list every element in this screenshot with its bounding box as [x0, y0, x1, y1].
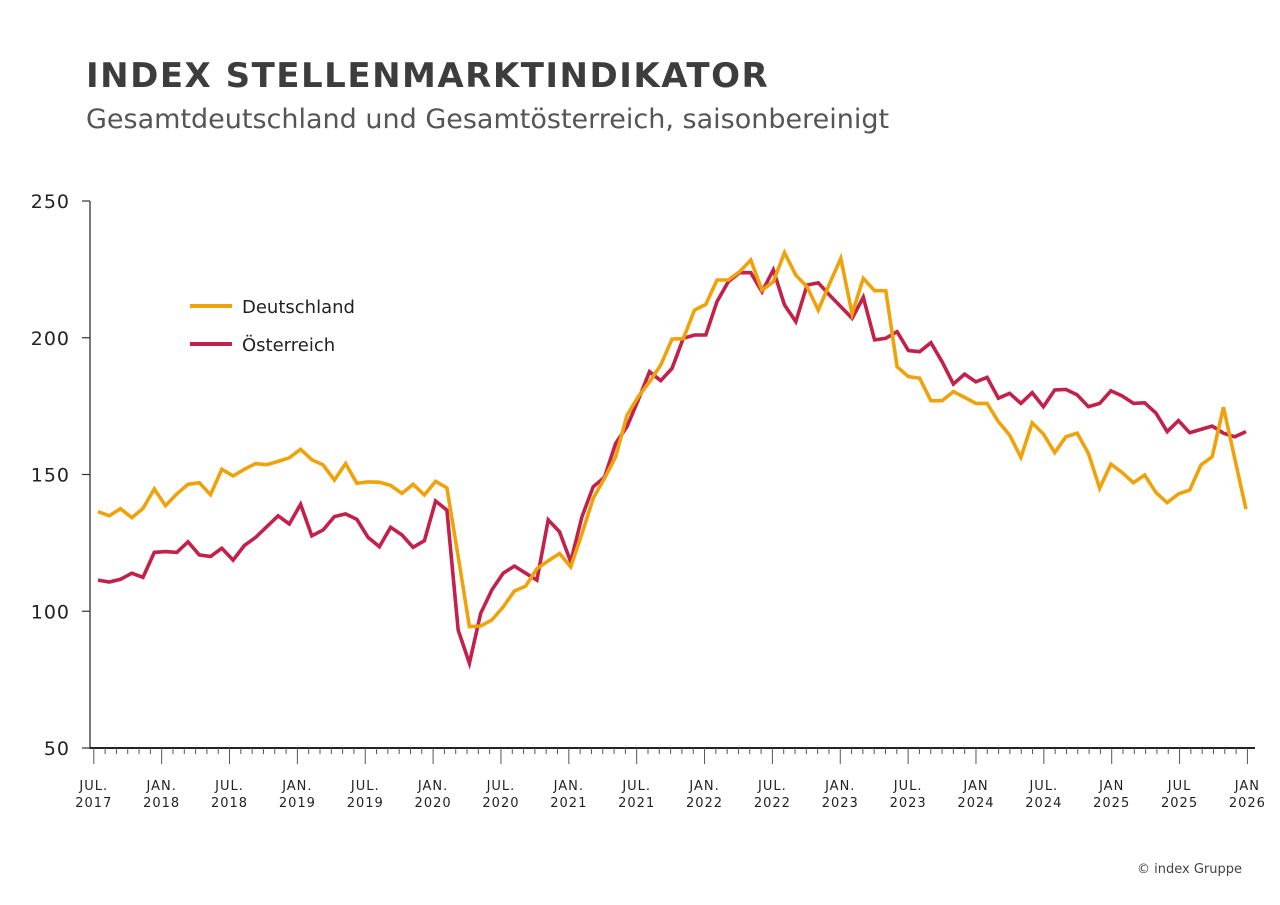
x-tick-label: JAN — [1234, 779, 1260, 794]
x-tick-label: 2024 — [1025, 796, 1062, 811]
series-lines — [97, 248, 1248, 670]
x-tick-label: 2026 — [1229, 796, 1266, 811]
x-tick-label: 2020 — [415, 796, 452, 811]
x-tick-label: JUL. — [893, 779, 923, 794]
x-tick-label: JAN. — [145, 779, 176, 794]
x-tick-label: 2023 — [822, 796, 859, 811]
chart-subtitle: Gesamtdeutschland und Gesamtösterreich, … — [86, 104, 890, 135]
x-tick-label: 2024 — [957, 796, 994, 811]
series-line-deutschland — [97, 248, 1248, 629]
y-tick-label: 50 — [44, 738, 70, 760]
x-tick-label: JAN. — [281, 779, 312, 794]
y-tick-label: 100 — [31, 601, 70, 623]
x-tick-label: 2021 — [550, 796, 587, 811]
x-tick-label: JAN — [1098, 779, 1124, 794]
x-tick-label: 2023 — [890, 796, 927, 811]
x-tick-label: JAN. — [688, 779, 719, 794]
legend: Deutschland Österreich — [190, 297, 355, 356]
y-tick-label: 200 — [31, 328, 70, 350]
x-tick-label: 2021 — [618, 796, 655, 811]
x-tick-label: JUL. — [350, 779, 380, 794]
y-tick-label: 250 — [31, 191, 70, 213]
x-tick-label: 2018 — [211, 796, 248, 811]
x-tick-label: JUL. — [621, 779, 651, 794]
x-tick-label: JAN. — [417, 779, 448, 794]
copyright-note: © index Gruppe — [1137, 862, 1242, 877]
series-line-österreich — [97, 265, 1247, 670]
y-tick-label: 150 — [31, 465, 70, 487]
legend-label: Deutschland — [242, 297, 355, 318]
x-tick-label: 2017 — [75, 796, 112, 811]
x-tick-label: 2025 — [1093, 796, 1130, 811]
x-tick-label: JAN. — [824, 779, 855, 794]
x-tick-label: JUL. — [214, 779, 244, 794]
x-tick-label: 2018 — [143, 796, 180, 811]
x-tick-label: JAN. — [553, 779, 584, 794]
axes: 50 100 150 200 250 JUL. 2017 JAN. 2018 JUL. 2018 JA… — [31, 191, 1266, 811]
x-tick-label: JAN — [962, 779, 988, 794]
legend-label: Österreich — [242, 334, 335, 356]
chart-title: INDEX STELLENMARKTINDIKATOR — [86, 56, 770, 96]
x-tick-label: 2025 — [1161, 796, 1198, 811]
x-tick-label: JUL. — [486, 779, 516, 794]
x-tick-label: 2019 — [279, 796, 316, 811]
x-tick-label: JUL. — [757, 779, 787, 794]
x-tick-label: JUL — [1167, 779, 1192, 794]
x-tick-label: 2020 — [482, 796, 519, 811]
x-tick-label: JUL. — [1028, 779, 1058, 794]
x-tick-label: 2022 — [686, 796, 723, 811]
x-tick-label: JUL. — [78, 779, 108, 794]
x-tick-label: 2022 — [754, 796, 791, 811]
x-tick-label: 2019 — [347, 796, 384, 811]
